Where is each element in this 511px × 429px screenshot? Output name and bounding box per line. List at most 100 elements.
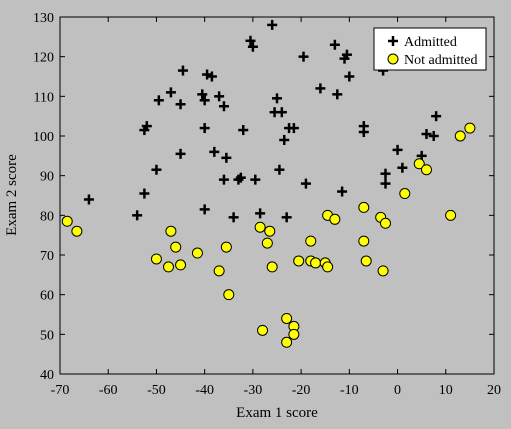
not-admitted-point [380, 217, 391, 229]
y-tick-label: 100 [33, 130, 54, 145]
y-tick-label: 60 [40, 289, 54, 304]
admitted-point [298, 51, 309, 62]
not-admitted-point [420, 164, 432, 176]
admitted-point [153, 95, 164, 106]
not-admitted-point [150, 253, 162, 265]
not-admitted-point [358, 235, 370, 247]
admitted-point [206, 71, 217, 82]
admitted-point [238, 125, 249, 136]
legend: Admitted Not admitted [373, 27, 487, 71]
not-admitted-point [293, 255, 305, 267]
x-tick-label: -60 [99, 383, 118, 398]
x-axis-label: Exam 1 score [236, 405, 318, 421]
not-admitted-point [165, 225, 177, 237]
x-tick-label: -20 [292, 383, 311, 398]
legend-label: Not admitted [404, 53, 478, 68]
admitted-point [255, 208, 266, 219]
admitted-point [279, 134, 290, 145]
admitted-point [209, 146, 220, 157]
admitted-point [221, 152, 232, 163]
y-tick-label: 90 [40, 170, 54, 185]
y-tick-label: 80 [40, 209, 54, 224]
not-admitted-point [163, 261, 174, 273]
admitted-point [272, 93, 282, 104]
admitted-point [300, 178, 311, 189]
not-admitted-point [322, 261, 334, 273]
axis-ticks: -70 -60 -50 -40 -30 -20 -10 0 10 20 40 50 60 70 80 90 10… [33, 11, 501, 398]
admitted-point [199, 204, 210, 215]
admitted-point [175, 99, 186, 110]
admitted-point [151, 164, 162, 175]
admitted-point [281, 212, 292, 223]
admitted-point [341, 49, 352, 60]
y-tick-label: 40 [40, 368, 54, 383]
y-tick-label: 120 [33, 51, 54, 66]
admitted-point [177, 65, 188, 76]
not-admitted-point [71, 225, 83, 237]
not-admitted-point [220, 241, 232, 253]
x-tick-label: 0 [394, 383, 401, 398]
admitted-point [228, 212, 239, 223]
admitted-point [421, 129, 432, 140]
admitted-point [175, 148, 186, 159]
legend-admitted-marker [388, 36, 398, 46]
x-tick-label: 10 [439, 383, 453, 398]
not-admitted-point [257, 324, 269, 336]
not-admitted-point [329, 213, 341, 225]
admitted-point [214, 91, 225, 102]
x-tick-label: -40 [195, 383, 214, 398]
admitted-point [83, 194, 94, 205]
not-admitted-point [261, 237, 273, 249]
x-tick-label: -10 [340, 383, 359, 398]
y-tick-label: 130 [33, 11, 54, 26]
not-admitted-point [175, 259, 187, 271]
admitted-point [315, 83, 326, 94]
admitted-point [276, 107, 287, 118]
not-admitted-point [464, 122, 476, 134]
x-tick-label: -50 [147, 383, 166, 398]
not-admitted-point [254, 221, 266, 233]
admitted-point [428, 131, 439, 141]
admitted-point [139, 188, 150, 199]
admitted-point [392, 144, 403, 155]
admitted-point [380, 178, 391, 189]
admitted-point [332, 89, 343, 100]
admitted-point [247, 41, 258, 52]
admitted-point [199, 123, 210, 134]
not-admitted-point [445, 209, 457, 221]
admitted-point [344, 71, 355, 82]
plot-area [59, 16, 495, 375]
data-points [61, 19, 476, 348]
not-admitted-point [358, 201, 370, 213]
y-axis-label: Exam 2 score [4, 154, 20, 236]
admitted-point [141, 121, 152, 132]
not-admitted-point [413, 158, 425, 170]
admitted-point [431, 111, 442, 122]
not-admitted-point [288, 328, 300, 340]
legend-label: Admitted [404, 35, 457, 50]
admitted-point [199, 95, 210, 106]
admitted-point [267, 19, 278, 30]
x-tick-label: -30 [244, 383, 263, 398]
admitted-point [218, 101, 229, 112]
x-tick-label: 20 [487, 383, 501, 398]
admitted-point [274, 164, 285, 175]
not-admitted-point [310, 257, 322, 269]
not-admitted-point [170, 241, 182, 253]
legend-not-admitted-marker [387, 53, 399, 65]
not-admitted-point [281, 312, 293, 324]
not-admitted-point [264, 225, 276, 237]
admitted-point [380, 168, 391, 179]
not-admitted-point [399, 188, 411, 200]
admitted-point [358, 127, 369, 138]
not-admitted-point [377, 265, 389, 277]
not-admitted-point [223, 289, 235, 301]
not-admitted-point [360, 255, 372, 267]
admitted-point [337, 186, 348, 197]
not-admitted-point [454, 130, 466, 142]
admitted-point [288, 123, 299, 134]
x-tick-label: -70 [51, 383, 70, 398]
admitted-point [197, 89, 208, 100]
